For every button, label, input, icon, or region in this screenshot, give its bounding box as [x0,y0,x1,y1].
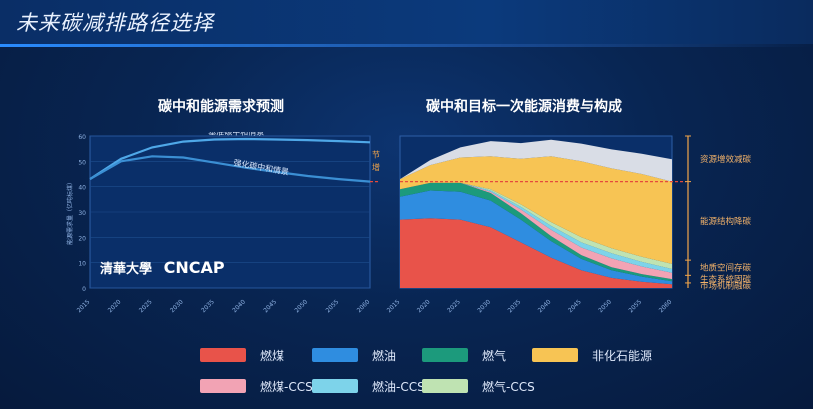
legend-label: 非化石能源 [592,348,653,363]
right-chart-title: 碳中和目标一次能源消费与构成 [426,99,622,115]
x-tick-label: 2035 [200,298,216,314]
energy-consumption-area-chart: 2015 2020 2025 2030 2035 2040 2045 2050 2055 2060… [386,135,752,314]
legend-item-gas-ccs: 燃气-CCS [422,376,535,396]
y-tick-label: 20 [78,235,86,242]
area-1 [400,190,672,285]
x-tick-label: 2045 [567,298,583,314]
cncap-logo: 清華大學 CNCAP [100,258,225,277]
series-line-1 [89,155,371,183]
title-bar [0,0,813,44]
legend-item-coal-ccs: 燃煤-CCS [200,376,313,396]
x-tick-label: 2060 [356,298,372,314]
right-annotation-0: 资源增效减碳 [700,154,752,165]
x-tick-label: 2060 [658,298,674,314]
x-tick-label: 2030 [169,298,185,314]
annotation-energy-saving-1: 节能 [372,150,380,160]
x-tick-label: 2020 [107,298,123,314]
legend-label: 燃油 [372,348,397,363]
right-annotation-3: 生态系统固碳 [700,274,752,285]
legend-item-nonfossil: 非化石能源 [532,345,652,365]
x-tick-label: 2035 [507,298,523,314]
x-tick-label: 2050 [597,298,613,314]
legend-swatch [532,348,578,362]
legend-item-coal: 燃煤 [200,345,284,365]
right-annotation-1: 能源结构降碳 [700,216,752,227]
left-chart-title: 碳中和能源需求预测 [158,99,284,115]
x-tick-label: 2025 [138,298,154,314]
y-tick-label: 50 [78,159,86,166]
legend-item-oil-ccs: 燃油-CCS [312,376,425,396]
y-tick-label: 10 [78,261,86,268]
legend-swatch [200,348,246,362]
legend-label: 燃气-CCS [482,379,535,394]
x-tick-label: 2040 [231,298,247,314]
right-annotation-4: 市场机制融碳 [700,280,752,291]
legend-item-oil: 燃油 [312,345,396,365]
area-6 [400,156,672,264]
series-label-baseline: 基准碳中和情景 [208,132,264,137]
x-tick-label: 2015 [386,298,402,314]
x-tick-label: 2055 [627,298,643,314]
legend-swatch [200,379,246,393]
legend-item-gas: 燃气 [422,345,506,365]
x-tick-label: 2050 [293,298,309,314]
legend-label: 燃气 [482,348,507,363]
legend-label: 燃煤-CCS [260,379,313,394]
x-tick-label: 2040 [537,298,553,314]
x-tick-label: 2020 [416,298,432,314]
university-logo-text: 清華大學 [100,262,153,277]
area-4 [400,182,672,273]
legend-swatch [422,379,468,393]
x-tick-label: 2055 [325,298,341,314]
x-tick-label: 2025 [446,298,462,314]
cncap-logo-text: CNCAP [163,258,225,277]
annotation-energy-saving-2: 增效 [372,162,380,172]
area-3 [400,182,672,280]
area-7 [400,139,672,182]
series-line-0 [89,137,371,181]
title-divider [0,44,813,47]
legend-label: 燃油-CCS [372,379,425,394]
right-annotation-2: 地质空间存碳 [700,263,752,274]
y-tick-label: 30 [78,210,86,217]
area-0 [400,218,672,288]
legend-label: 燃煤 [260,348,285,363]
chart-legend: 燃煤 燃油 燃气 非化石能源 燃煤-CCS 燃油-CCS 燃气-CCS [200,342,670,402]
y-tick-label: 60 [78,134,86,141]
y-tick-label: 40 [78,185,86,192]
area-5 [400,182,672,269]
y-tick-label: 0 [82,286,86,293]
legend-swatch [312,348,358,362]
page-title: 未来碳减排路径选择 [16,11,214,35]
x-tick-label: 2030 [476,298,492,314]
x-tick-label: 2015 [76,298,92,314]
x-tick-label: 2045 [262,298,278,314]
legend-swatch [312,379,358,393]
y-axis-label: 能源需求量（亿吨标煤） [66,179,74,245]
legend-swatch [422,348,468,362]
